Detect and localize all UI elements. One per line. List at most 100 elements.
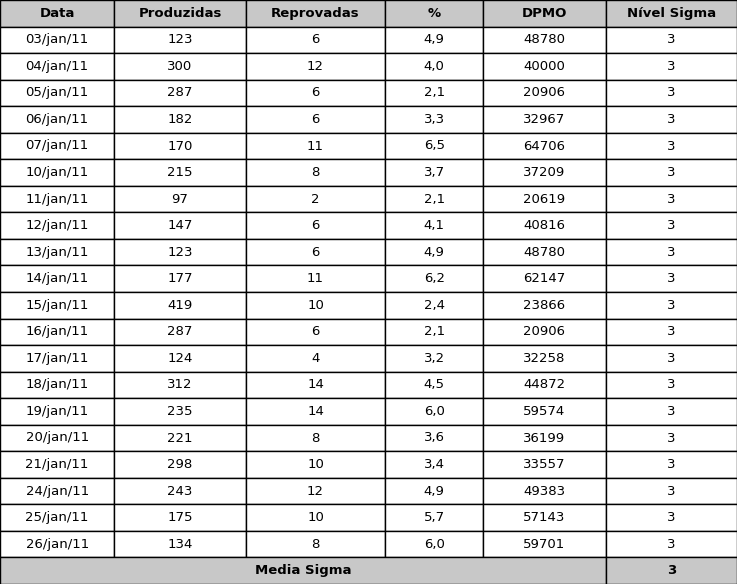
Bar (385, 239, 483, 266)
Text: 3: 3 (667, 432, 676, 444)
Bar (606, 558, 737, 584)
Bar (114, 451, 245, 478)
Text: 2: 2 (311, 193, 320, 206)
Bar (245, 451, 385, 478)
Text: 64706: 64706 (523, 140, 565, 152)
Text: 3,3: 3,3 (424, 113, 444, 126)
Bar (245, 159, 385, 186)
Text: 3,4: 3,4 (424, 458, 444, 471)
Text: 2,1: 2,1 (424, 86, 444, 99)
Text: 12: 12 (307, 485, 324, 498)
Bar (0, 531, 114, 558)
Text: 36199: 36199 (523, 432, 565, 444)
Text: 3: 3 (667, 60, 676, 73)
Text: 4: 4 (311, 352, 320, 365)
Text: 11/jan/11: 11/jan/11 (26, 193, 89, 206)
Bar (606, 0, 737, 26)
Text: 419: 419 (167, 299, 192, 312)
Text: 235: 235 (167, 405, 193, 418)
Text: 3: 3 (667, 352, 676, 365)
Text: 3: 3 (667, 33, 676, 46)
Text: 59574: 59574 (523, 405, 565, 418)
Bar (0, 425, 114, 451)
Bar (0, 292, 114, 318)
Text: 4,9: 4,9 (424, 485, 444, 498)
Bar (245, 106, 385, 133)
Bar (483, 239, 606, 266)
Bar (385, 478, 483, 505)
Bar (385, 451, 483, 478)
Bar (483, 292, 606, 318)
Text: 62147: 62147 (523, 272, 565, 285)
Bar (245, 0, 385, 26)
Bar (0, 159, 114, 186)
Bar (114, 79, 245, 106)
Text: 57143: 57143 (523, 511, 565, 524)
Text: 6: 6 (311, 33, 320, 46)
Text: 4,1: 4,1 (424, 219, 444, 232)
Text: 3: 3 (667, 113, 676, 126)
Text: 33557: 33557 (523, 458, 565, 471)
Bar (385, 505, 483, 531)
Text: 44872: 44872 (523, 378, 565, 391)
Bar (0, 451, 114, 478)
Text: 12/jan/11: 12/jan/11 (26, 219, 89, 232)
Text: 10/jan/11: 10/jan/11 (26, 166, 88, 179)
Bar (114, 531, 245, 558)
Bar (0, 53, 114, 79)
Bar (606, 26, 737, 53)
Text: 23866: 23866 (523, 299, 565, 312)
Text: 3: 3 (667, 140, 676, 152)
Text: 3: 3 (667, 246, 676, 259)
Text: 19/jan/11: 19/jan/11 (26, 405, 88, 418)
Text: 10: 10 (307, 299, 324, 312)
Text: 287: 287 (167, 86, 192, 99)
Bar (483, 266, 606, 292)
Bar (606, 371, 737, 398)
Text: 3: 3 (667, 325, 676, 338)
Text: 10: 10 (307, 511, 324, 524)
Text: 48780: 48780 (523, 33, 565, 46)
Text: 123: 123 (167, 246, 193, 259)
Text: 15/jan/11: 15/jan/11 (26, 299, 89, 312)
Text: DPMO: DPMO (522, 7, 567, 20)
Bar (606, 451, 737, 478)
Bar (114, 292, 245, 318)
Bar (114, 478, 245, 505)
Text: 32967: 32967 (523, 113, 565, 126)
Bar (245, 371, 385, 398)
Text: 6: 6 (311, 113, 320, 126)
Text: 123: 123 (167, 33, 193, 46)
Bar (483, 53, 606, 79)
Text: Media Sigma: Media Sigma (254, 564, 351, 577)
Bar (606, 213, 737, 239)
Text: 12: 12 (307, 60, 324, 73)
Bar (385, 0, 483, 26)
Text: 37209: 37209 (523, 166, 565, 179)
Bar (606, 133, 737, 159)
Bar (0, 371, 114, 398)
Text: 20/jan/11: 20/jan/11 (26, 432, 88, 444)
Bar (606, 478, 737, 505)
Text: 49383: 49383 (523, 485, 565, 498)
Bar (385, 398, 483, 425)
Bar (114, 398, 245, 425)
Text: 3: 3 (667, 166, 676, 179)
Text: 3: 3 (667, 272, 676, 285)
Text: 182: 182 (167, 113, 192, 126)
Text: 170: 170 (167, 140, 192, 152)
Bar (385, 26, 483, 53)
Text: 298: 298 (167, 458, 192, 471)
Bar (245, 133, 385, 159)
Bar (385, 79, 483, 106)
Bar (483, 213, 606, 239)
Bar (0, 505, 114, 531)
Bar (483, 371, 606, 398)
Text: 6: 6 (311, 86, 320, 99)
Text: 3: 3 (667, 193, 676, 206)
Bar (0, 79, 114, 106)
Bar (114, 318, 245, 345)
Text: 18/jan/11: 18/jan/11 (26, 378, 88, 391)
Bar (114, 53, 245, 79)
Text: 312: 312 (167, 378, 193, 391)
